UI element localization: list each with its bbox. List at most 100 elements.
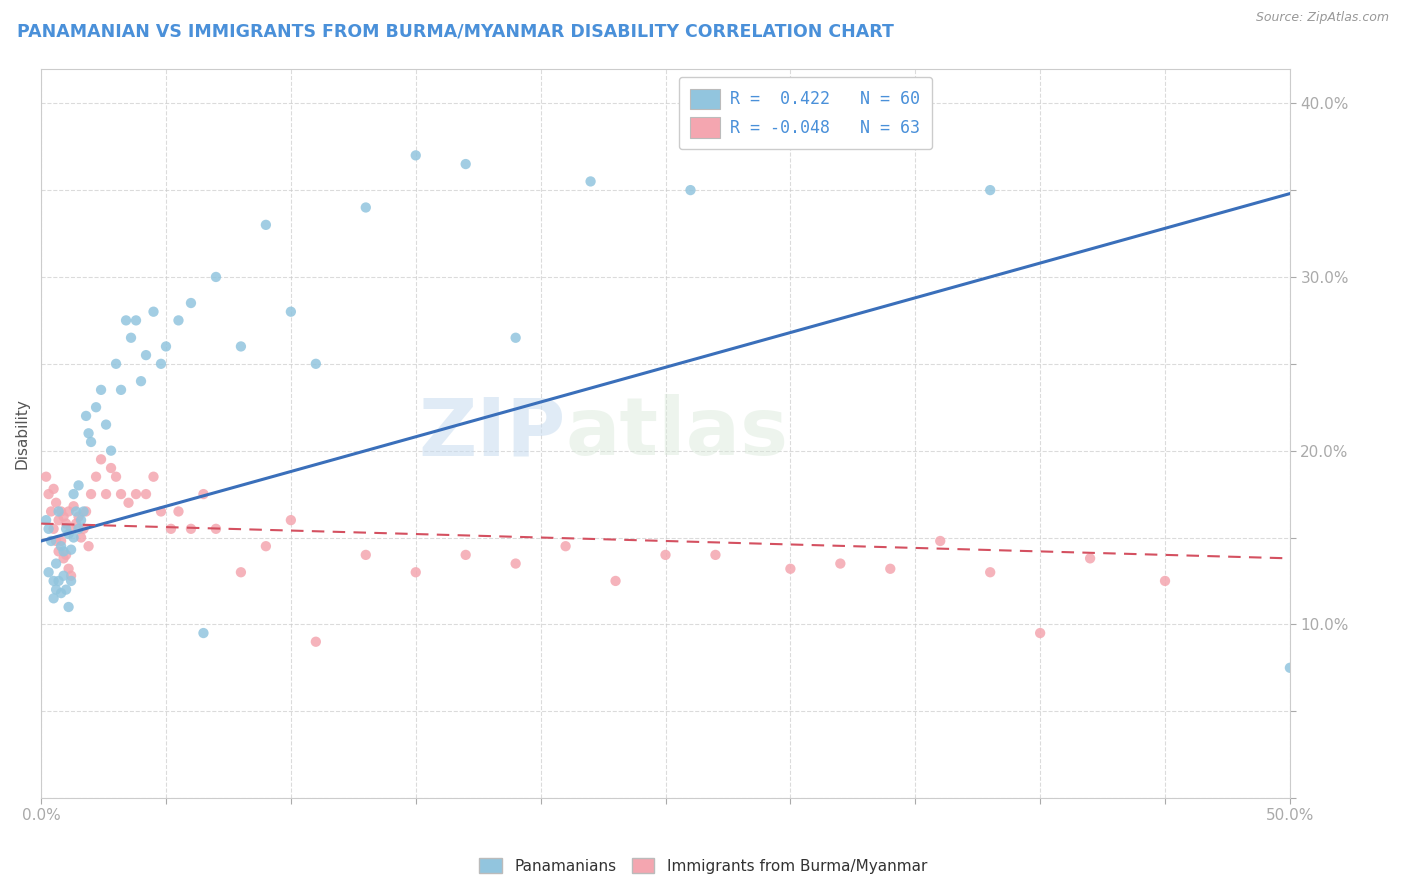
Point: [100, 461, 122, 475]
Point: [67, 509, 90, 524]
Point: [52, 568, 75, 582]
Point: [42, 482, 65, 496]
Point: [90, 452, 112, 467]
Point: [354, 201, 377, 215]
Point: [42, 574, 65, 588]
Point: [60, 574, 83, 588]
Point: [48, 574, 70, 588]
Point: [110, 487, 132, 501]
Point: [254, 218, 277, 232]
Point: [205, 522, 228, 536]
Point: [62, 487, 84, 501]
Point: [979, 566, 1001, 580]
Point: [779, 562, 801, 576]
Point: [142, 304, 165, 318]
Point: [229, 339, 252, 353]
Point: [75, 409, 97, 423]
Point: [80, 434, 103, 449]
Point: [35, 469, 58, 483]
Point: [77, 539, 100, 553]
Point: [679, 183, 702, 197]
Point: [205, 269, 228, 284]
Point: [554, 539, 576, 553]
Point: [48, 504, 70, 518]
Point: [49, 586, 72, 600]
Point: [58, 504, 80, 518]
Point: [45, 557, 67, 571]
Point: [105, 357, 128, 371]
Point: [135, 487, 157, 501]
Point: [160, 522, 183, 536]
Legend: Panamanians, Immigrants from Burma/Myanmar: Panamanians, Immigrants from Burma/Myanm…: [472, 852, 934, 880]
Point: [120, 331, 142, 345]
Point: [1078, 551, 1101, 566]
Point: [80, 487, 103, 501]
Point: [129, 374, 152, 388]
Point: [39, 504, 62, 518]
Point: [280, 304, 302, 318]
Point: [654, 548, 676, 562]
Point: [42, 522, 65, 536]
Point: [193, 487, 215, 501]
Point: [110, 383, 132, 397]
Point: [58, 599, 80, 614]
Point: [72, 522, 94, 536]
Point: [67, 478, 90, 492]
Point: [305, 634, 328, 648]
Point: [579, 174, 602, 188]
Point: [1154, 574, 1177, 588]
Point: [180, 522, 202, 536]
Point: [254, 539, 277, 553]
Point: [52, 551, 75, 566]
Point: [38, 522, 60, 536]
Point: [125, 313, 148, 327]
Point: [60, 542, 83, 557]
Point: [125, 487, 148, 501]
Point: [55, 582, 77, 597]
Point: [65, 504, 87, 518]
Point: [505, 557, 527, 571]
Point: [58, 562, 80, 576]
Point: [305, 357, 328, 371]
Text: Source: ZipAtlas.com: Source: ZipAtlas.com: [1256, 11, 1389, 24]
Point: [115, 313, 138, 327]
Point: [62, 500, 84, 514]
Point: [193, 626, 215, 640]
Point: [979, 183, 1001, 197]
Text: PANAMANIAN VS IMMIGRANTS FROM BURMA/MYANMAR DISABILITY CORRELATION CHART: PANAMANIAN VS IMMIGRANTS FROM BURMA/MYAN…: [17, 22, 894, 40]
Point: [84, 401, 107, 415]
Point: [62, 531, 84, 545]
Text: ZIP: ZIP: [419, 394, 565, 472]
Point: [830, 557, 852, 571]
Point: [38, 566, 60, 580]
Point: [704, 548, 727, 562]
Point: [58, 527, 80, 541]
Point: [55, 516, 77, 531]
Point: [70, 531, 93, 545]
Point: [100, 443, 122, 458]
Point: [180, 296, 202, 310]
Point: [354, 548, 377, 562]
Point: [60, 568, 83, 582]
Point: [49, 539, 72, 553]
Point: [35, 513, 58, 527]
Point: [142, 469, 165, 483]
Point: [167, 313, 190, 327]
Point: [38, 487, 60, 501]
Point: [75, 504, 97, 518]
Point: [42, 591, 65, 606]
Point: [505, 331, 527, 345]
Y-axis label: Disability: Disability: [15, 398, 30, 468]
Point: [405, 566, 427, 580]
Point: [454, 548, 477, 562]
Point: [60, 522, 83, 536]
Point: [929, 533, 952, 548]
Point: [229, 566, 252, 580]
Point: [48, 513, 70, 527]
Point: [39, 533, 62, 548]
Text: atlas: atlas: [565, 394, 789, 472]
Point: [67, 522, 90, 536]
Point: [879, 562, 901, 576]
Point: [52, 544, 75, 558]
Legend: R =  0.422   N = 60, R = -0.048   N = 63: R = 0.422 N = 60, R = -0.048 N = 63: [679, 77, 932, 149]
